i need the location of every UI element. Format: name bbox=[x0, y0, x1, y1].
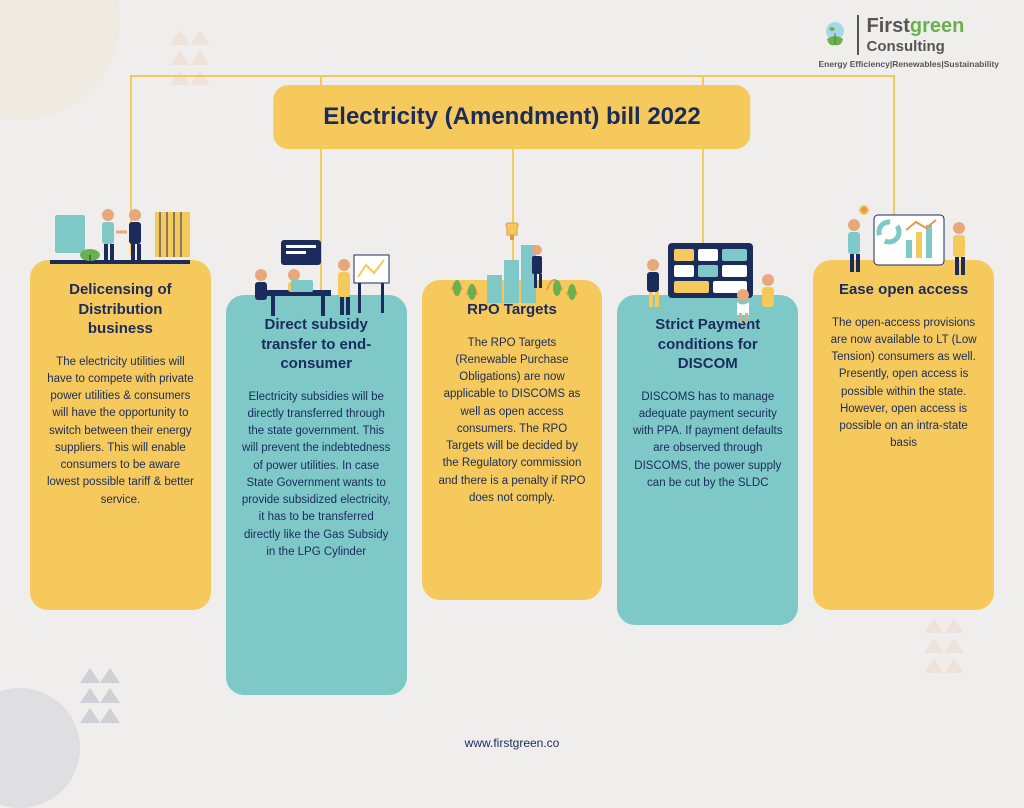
logo-sub: Consulting bbox=[867, 38, 965, 55]
leaf-globe-icon bbox=[819, 19, 851, 51]
card-body: The RPO Targets (Renewable Purchase Obli… bbox=[437, 335, 588, 508]
illus-trophy bbox=[432, 220, 592, 310]
logo: Firstgreen Consulting Energy Efficiency|… bbox=[819, 15, 999, 69]
illus-analytics bbox=[824, 200, 984, 290]
illus-handshake bbox=[40, 200, 200, 290]
decor-triangles-tl bbox=[170, 30, 210, 110]
page-title: Electricity (Amendment) bill 2022 bbox=[323, 103, 700, 131]
card-payment: Strict Payment conditions for DISCOM DIS… bbox=[617, 295, 798, 625]
connector-horizontal bbox=[130, 75, 894, 77]
illus-dashboard bbox=[628, 235, 788, 325]
logo-first: First bbox=[867, 15, 910, 37]
card-body: DISCOMS has to manage adequate payment s… bbox=[632, 389, 783, 493]
card-rpo: RPO Targets The RPO Targets (Renewable P… bbox=[422, 280, 603, 600]
cards-row: Delicensing of Distribution business The… bbox=[30, 190, 994, 695]
card-body: The electricity utilities will have to c… bbox=[45, 354, 196, 509]
illus-meeting bbox=[236, 235, 396, 325]
card-subsidy: Direct subsidy transfer to end-consumer … bbox=[226, 295, 407, 695]
decor-circle-bl bbox=[0, 688, 80, 808]
logo-tagline: Energy Efficiency|Renewables|Sustainabil… bbox=[819, 59, 999, 69]
logo-green: green bbox=[910, 15, 964, 37]
card-openaccess: Ease open access The open-access provisi… bbox=[813, 260, 994, 610]
card-delicensing: Delicensing of Distribution business The… bbox=[30, 260, 211, 610]
decor-circle-tl bbox=[0, 0, 120, 120]
card-body: The open-access provisions are now avail… bbox=[828, 315, 979, 453]
card-body: Electricity subsidies will be directly t… bbox=[241, 389, 392, 562]
footer-url: www.firstgreen.co bbox=[465, 736, 560, 750]
title-box: Electricity (Amendment) bill 2022 bbox=[273, 85, 750, 149]
